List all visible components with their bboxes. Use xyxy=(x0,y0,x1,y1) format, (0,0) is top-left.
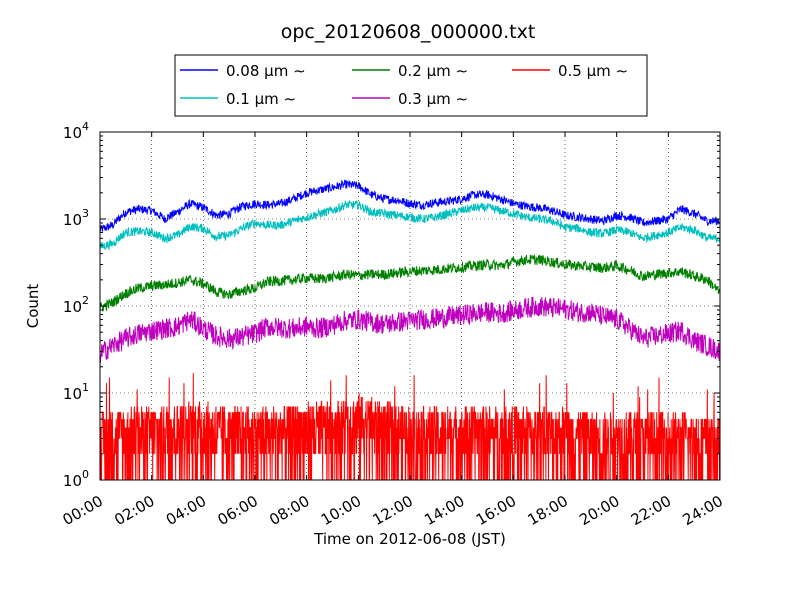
legend-label: 0.1 μm ∼ xyxy=(226,90,296,108)
x-tick-label: 12:00 xyxy=(370,492,416,529)
x-tick-label: 22:00 xyxy=(628,492,674,529)
y-tick-label: 101 xyxy=(63,381,89,403)
x-axis-label: Time on 2012-06-08 (JST) xyxy=(313,530,506,548)
series-line-0 xyxy=(99,179,721,232)
x-tick-label: 00:00 xyxy=(60,492,106,529)
y-axis-label: Count xyxy=(24,284,42,329)
series-lines xyxy=(99,179,721,481)
legend-label: 0.08 μm ∼ xyxy=(226,62,306,80)
y-tick-label: 100 xyxy=(63,468,89,490)
y-tick-label: 102 xyxy=(63,294,89,316)
x-tick-label: 16:00 xyxy=(473,492,519,529)
x-tick-label: 24:00 xyxy=(680,492,726,529)
legend-frame xyxy=(174,54,648,117)
x-tick-label: 10:00 xyxy=(318,492,364,529)
legend-label: 0.3 μm ∼ xyxy=(398,90,468,108)
x-tick-labels: 00:00 02:00 04:00 06:00 08:00 10:00 12:00 14:00… xyxy=(60,492,726,529)
x-tick-label: 18:00 xyxy=(525,492,571,529)
series-line-4 xyxy=(99,372,721,481)
x-tick-label: 04:00 xyxy=(163,492,209,529)
series-line-3 xyxy=(99,296,721,364)
legend: 0.08 μm ∼ 0.1 μm ∼ 0.2 μm ∼ 0.3 μm ∼ 0.5 μm … xyxy=(174,54,648,117)
x-tick-label: 02:00 xyxy=(111,492,157,529)
series-line-1 xyxy=(99,200,721,251)
legend-label: 0.5 μm ∼ xyxy=(558,62,628,80)
y-tick-label: 104 xyxy=(63,120,89,142)
legend-label: 0.2 μm ∼ xyxy=(398,62,468,80)
axis-ticks xyxy=(99,131,721,481)
chart-title: opc_20120608_000000.txt xyxy=(281,21,536,43)
x-tick-label: 20:00 xyxy=(576,492,622,529)
x-tick-label: 08:00 xyxy=(266,492,312,529)
x-tick-label: 06:00 xyxy=(215,492,261,529)
y-tick-label: 103 xyxy=(63,207,89,229)
x-tick-label: 14:00 xyxy=(421,492,467,529)
series-line-2 xyxy=(99,254,721,312)
y-tick-labels: 100 101 102 103 104 xyxy=(63,120,89,490)
